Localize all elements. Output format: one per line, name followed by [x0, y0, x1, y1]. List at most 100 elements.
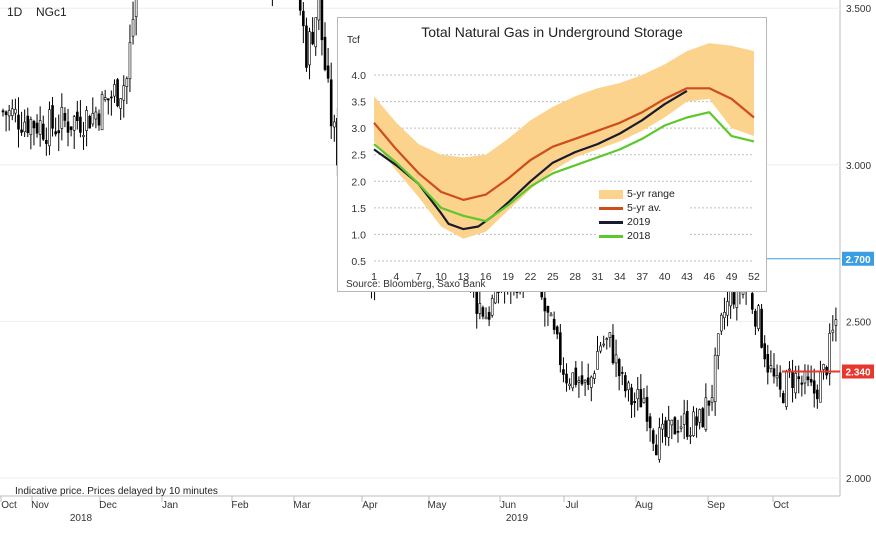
candle-up — [38, 120, 42, 135]
storage-x-tick: 10 — [435, 271, 447, 283]
storage-y-tick: 3.0 — [351, 123, 366, 135]
storage-x-tick: 4 — [393, 271, 399, 283]
candle-up — [726, 301, 729, 316]
candle-up — [729, 290, 732, 307]
candle-up — [7, 110, 11, 117]
price-tick-label: 2.500 — [846, 317, 871, 328]
series-line — [373, 87, 755, 201]
storage-x-tick: 34 — [614, 271, 626, 283]
candle-down — [63, 112, 67, 121]
candle-down — [707, 400, 711, 406]
candle-up — [642, 397, 646, 403]
storage-legend: 5-yr range 5-yr av. 2019 2018 — [597, 188, 689, 244]
time-tick-label: Nov — [31, 500, 49, 511]
time-tick-label: Sep — [707, 500, 725, 511]
time-tick-label: Jun — [500, 500, 516, 511]
price-tick-label: 3.500 — [846, 4, 871, 15]
time-tick-label: Aug — [635, 500, 653, 511]
series-line — [373, 111, 755, 223]
price-tick-label: 3.000 — [846, 161, 871, 172]
candle-down — [586, 377, 590, 385]
candle-up — [757, 305, 760, 329]
candle-up — [478, 303, 482, 314]
candle-down — [487, 311, 491, 320]
candle-up — [785, 371, 788, 407]
candle-up — [571, 372, 575, 389]
symbol-label[interactable]: NGc1 — [36, 5, 67, 19]
price-tag-label: 2.340 — [845, 368, 870, 379]
time-tick-label: Oct — [1, 500, 17, 511]
interval-label[interactable]: 1D — [7, 5, 23, 19]
candle-down — [311, 31, 314, 45]
candle-down — [35, 122, 39, 134]
price-tick-label: 2.000 — [846, 474, 871, 485]
time-tick-label: Dec — [99, 500, 117, 511]
candle-down — [298, 0, 302, 11]
candle-down — [655, 444, 658, 456]
candle-down — [88, 115, 91, 129]
candle-up — [602, 343, 605, 346]
candle-up — [119, 98, 122, 109]
candle-up — [10, 108, 14, 116]
candle-up — [134, 0, 138, 17]
candle-up — [661, 423, 664, 430]
candle-up — [627, 382, 630, 391]
candle-down — [302, 10, 305, 27]
candle-down — [45, 140, 48, 144]
candle-down — [76, 111, 79, 122]
storage-x-tick: 43 — [681, 271, 693, 283]
candle-down — [41, 123, 45, 140]
candle-up — [100, 94, 104, 131]
storage-y-tick: 1.0 — [351, 229, 366, 241]
candle-up — [775, 375, 779, 379]
time-tick-label: Jul — [566, 500, 579, 511]
legend-label-2019: 2019 — [627, 216, 651, 228]
candle-down — [580, 375, 584, 385]
candle-up — [593, 373, 596, 379]
candle-down — [751, 293, 754, 310]
candle-down — [559, 332, 562, 366]
candle-up — [314, 17, 318, 48]
candle-up — [828, 333, 832, 374]
candle-down — [555, 326, 559, 335]
candle-down — [685, 411, 689, 437]
candle-down — [97, 113, 101, 126]
storage-chart-plot: 0.5 1.0 1.5 2.0 2.5 3.0 3.5 4.0 1 4 7 10 13 16 19 22 25… — [351, 43, 760, 283]
candle-down — [546, 305, 550, 313]
candle-down — [69, 126, 73, 130]
legend-item-range: 5-yr range — [597, 188, 689, 202]
storage-5yr-range — [374, 43, 754, 239]
storage-x-tick: 46 — [703, 271, 715, 283]
storage-source: Source: Bloomberg, Saxo Bank — [346, 279, 486, 290]
candle-down — [800, 382, 804, 385]
candle-up — [636, 389, 640, 400]
candle-up — [605, 338, 609, 340]
candle-down — [806, 376, 810, 381]
candle-up — [484, 316, 488, 320]
candle-up — [794, 373, 797, 394]
storage-y-tick: 1.5 — [351, 203, 366, 215]
candle-down — [565, 373, 568, 384]
storage-y-tick: 4.0 — [351, 70, 366, 82]
candle-up — [568, 383, 571, 387]
candle-up — [667, 419, 671, 438]
candle-down — [562, 369, 565, 375]
candle-down — [645, 397, 649, 422]
candle-down — [630, 387, 633, 405]
storage-unit-label: Tcf — [347, 35, 360, 46]
storage-x-tick: 31 — [592, 271, 604, 283]
candle-up — [698, 409, 701, 423]
candle-up — [490, 297, 494, 316]
candle-up — [29, 119, 33, 136]
candle-down — [320, 0, 324, 41]
storage-x-tick: 52 — [748, 271, 760, 283]
candle-up — [48, 109, 51, 147]
candle-down — [32, 121, 36, 129]
candle-up — [85, 110, 88, 131]
candle-down — [26, 115, 30, 133]
year-label: 2019 — [506, 513, 529, 524]
storage-x-tick: 19 — [502, 271, 514, 283]
storage-y-axis: 0.5 1.0 1.5 2.0 2.5 3.0 3.5 4.0 — [351, 70, 366, 268]
candle-up — [113, 84, 116, 97]
